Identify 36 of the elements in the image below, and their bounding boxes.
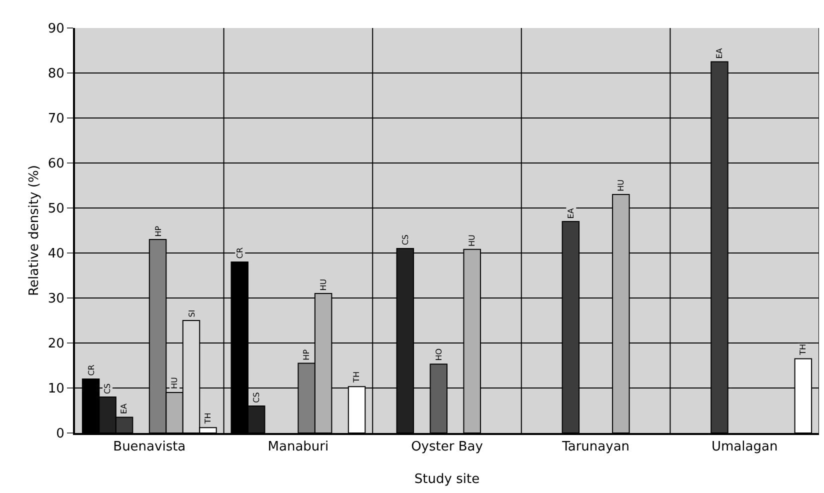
y-tick-label: 60 <box>48 156 64 172</box>
y-tick-label: 10 <box>48 382 64 397</box>
text: TH <box>798 344 808 356</box>
text: CS <box>103 383 112 394</box>
text: SI <box>187 310 196 318</box>
text: TH <box>203 412 212 424</box>
x-tick-label: Buenavista <box>113 440 186 455</box>
text: CR <box>86 364 96 376</box>
y-tick-label: 0 <box>56 426 64 442</box>
y-tick-label: 70 <box>48 112 64 127</box>
y-tick-label: 90 <box>48 22 64 37</box>
text: EA <box>120 404 129 414</box>
x-axis-title: Study site <box>414 472 480 487</box>
x-tick-label: Oyster Bay <box>411 440 484 455</box>
x-tick-label: Manaburi <box>268 440 329 455</box>
y-tick-label: 80 <box>48 66 64 82</box>
y-tick-label: 20 <box>48 336 64 352</box>
y-tick-label: 40 <box>48 246 64 262</box>
text: TH <box>352 372 362 382</box>
text: HO <box>434 348 444 361</box>
text: HU <box>616 180 626 192</box>
text: CR <box>236 247 245 259</box>
text: HU <box>318 278 328 291</box>
y-tick-label: 30 <box>48 292 64 307</box>
text: EA <box>566 208 576 219</box>
text: HU <box>170 377 180 390</box>
text: CS <box>252 392 261 403</box>
text: HP <box>302 349 311 360</box>
text: EA <box>715 48 724 59</box>
y-tick-label: 50 <box>48 202 64 217</box>
y-axis-title: Relative density (%) <box>27 165 42 296</box>
text: HU <box>468 234 477 247</box>
text: HP <box>154 226 163 237</box>
x-tick-label: Tarunayan <box>561 440 630 455</box>
text: CS <box>401 234 410 246</box>
x-tick-label: Umalagan <box>712 440 778 455</box>
